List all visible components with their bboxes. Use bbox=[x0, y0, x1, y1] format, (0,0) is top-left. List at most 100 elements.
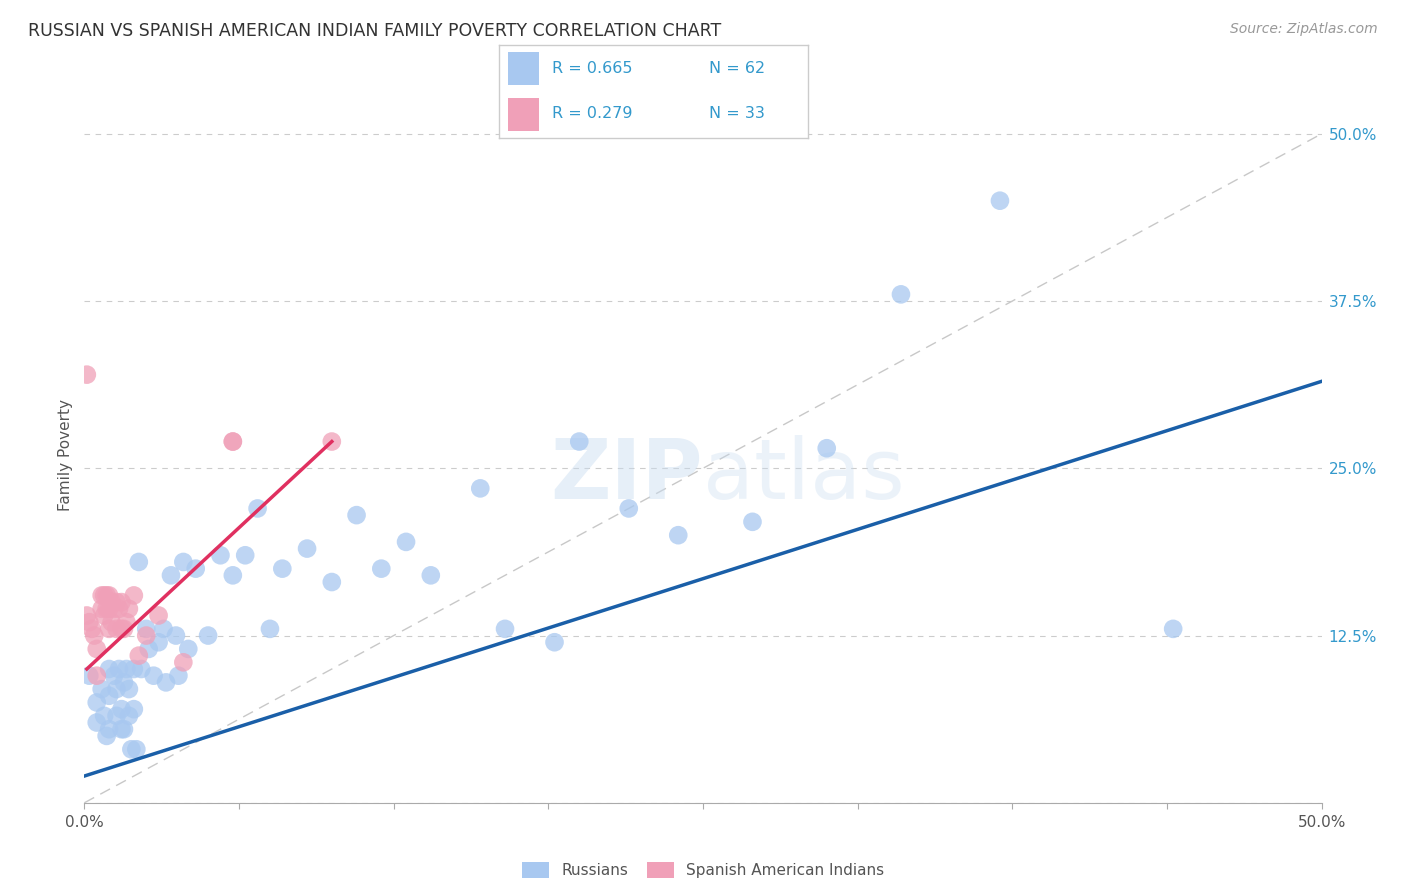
Text: ZIP: ZIP bbox=[551, 435, 703, 516]
Point bbox=[96, 602, 118, 616]
Point bbox=[259, 622, 281, 636]
Point bbox=[86, 715, 108, 730]
Point bbox=[209, 548, 232, 563]
Point bbox=[103, 602, 125, 616]
Point bbox=[110, 595, 132, 609]
Point bbox=[80, 622, 103, 636]
Point bbox=[90, 681, 112, 696]
Bar bbox=[509, 52, 540, 85]
Legend: Russians, Spanish American Indians: Russians, Spanish American Indians bbox=[515, 855, 891, 886]
Point bbox=[108, 602, 131, 616]
Text: N = 62: N = 62 bbox=[710, 62, 766, 77]
Point bbox=[118, 681, 141, 696]
Point bbox=[135, 628, 157, 642]
Point bbox=[93, 708, 115, 723]
Point bbox=[76, 368, 98, 382]
Point bbox=[543, 635, 565, 649]
Point bbox=[148, 635, 170, 649]
Point bbox=[118, 708, 141, 723]
Point bbox=[470, 482, 492, 496]
Point bbox=[370, 562, 392, 576]
Point bbox=[122, 662, 145, 676]
Point bbox=[152, 622, 174, 636]
Point bbox=[568, 434, 591, 449]
Point bbox=[155, 675, 177, 690]
Point bbox=[98, 589, 121, 603]
Point bbox=[96, 589, 118, 603]
Point bbox=[96, 729, 118, 743]
Point bbox=[233, 548, 256, 563]
Point bbox=[115, 662, 138, 676]
Point bbox=[83, 628, 105, 642]
Point bbox=[120, 742, 142, 756]
Text: atlas: atlas bbox=[703, 435, 904, 516]
Point bbox=[105, 595, 128, 609]
Point bbox=[295, 541, 318, 556]
Point bbox=[103, 669, 125, 683]
Point bbox=[222, 568, 245, 582]
Point bbox=[222, 434, 245, 449]
Point bbox=[135, 622, 157, 636]
Point bbox=[395, 535, 418, 549]
Point bbox=[177, 642, 200, 657]
Point bbox=[100, 595, 122, 609]
Point bbox=[110, 702, 132, 716]
Point bbox=[93, 589, 115, 603]
Point bbox=[98, 662, 121, 676]
Y-axis label: Family Poverty: Family Poverty bbox=[58, 399, 73, 511]
Point bbox=[98, 723, 121, 737]
Point bbox=[100, 615, 122, 630]
Point bbox=[172, 555, 194, 569]
Point bbox=[76, 608, 98, 623]
Point bbox=[79, 615, 101, 630]
Point bbox=[105, 708, 128, 723]
Point bbox=[246, 501, 269, 516]
Point bbox=[86, 669, 108, 683]
Text: R = 0.665: R = 0.665 bbox=[551, 62, 633, 77]
Point bbox=[890, 287, 912, 301]
Point bbox=[110, 622, 132, 636]
Point bbox=[321, 575, 343, 590]
Point bbox=[98, 622, 121, 636]
Point bbox=[148, 608, 170, 623]
Point bbox=[419, 568, 441, 582]
Point bbox=[321, 434, 343, 449]
Point bbox=[271, 562, 294, 576]
Point bbox=[122, 702, 145, 716]
Text: N = 33: N = 33 bbox=[710, 106, 765, 121]
Point bbox=[741, 515, 763, 529]
Point bbox=[90, 602, 112, 616]
Point bbox=[108, 662, 131, 676]
Point bbox=[172, 655, 194, 669]
Point bbox=[93, 608, 115, 623]
Text: R = 0.279: R = 0.279 bbox=[551, 106, 633, 121]
Point bbox=[167, 669, 190, 683]
Text: RUSSIAN VS SPANISH AMERICAN INDIAN FAMILY POVERTY CORRELATION CHART: RUSSIAN VS SPANISH AMERICAN INDIAN FAMIL… bbox=[28, 22, 721, 40]
Point bbox=[617, 501, 640, 516]
Point bbox=[988, 194, 1011, 208]
Point bbox=[105, 622, 128, 636]
Point bbox=[86, 696, 108, 710]
Point bbox=[346, 508, 368, 523]
Point bbox=[494, 622, 516, 636]
Point bbox=[128, 555, 150, 569]
Point bbox=[184, 562, 207, 576]
Point bbox=[86, 642, 108, 657]
Point bbox=[160, 568, 183, 582]
Point bbox=[112, 622, 135, 636]
Point bbox=[666, 528, 689, 542]
Point bbox=[165, 628, 187, 642]
Point bbox=[118, 602, 141, 616]
Point bbox=[197, 628, 219, 642]
Point bbox=[98, 689, 121, 703]
Bar bbox=[509, 98, 540, 131]
Point bbox=[112, 723, 135, 737]
Point bbox=[105, 681, 128, 696]
Point bbox=[815, 442, 838, 456]
Point bbox=[138, 642, 160, 657]
Point bbox=[142, 669, 165, 683]
Point bbox=[128, 648, 150, 663]
Point bbox=[1161, 622, 1184, 636]
Text: Source: ZipAtlas.com: Source: ZipAtlas.com bbox=[1230, 22, 1378, 37]
Point bbox=[125, 742, 148, 756]
